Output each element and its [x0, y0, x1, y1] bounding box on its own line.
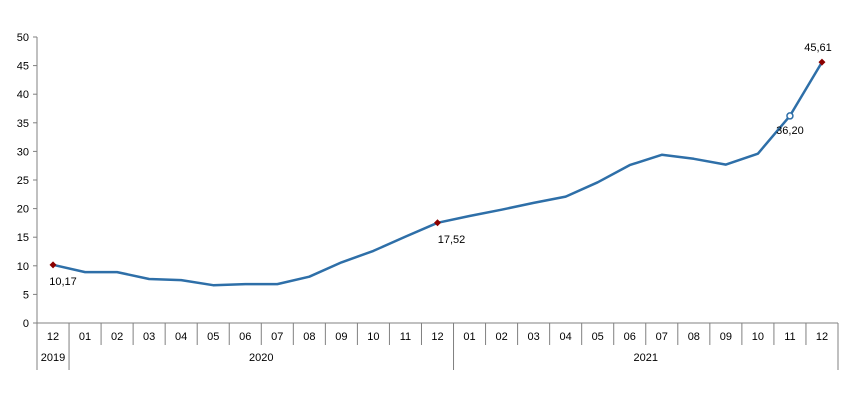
- x-tick-label: 06: [239, 331, 251, 343]
- x-tick-label: 11: [784, 331, 795, 343]
- x-tick-label: 05: [207, 331, 219, 343]
- x-tick-label: 02: [495, 331, 507, 343]
- y-tick-label: 20: [17, 204, 29, 216]
- y-tick-label: 15: [17, 232, 29, 244]
- data-point-circle-marker: [786, 112, 794, 120]
- y-tick-label: 40: [17, 89, 29, 101]
- x-tick-label: 11: [400, 331, 411, 343]
- x-tick-label: 07: [271, 331, 283, 343]
- x-tick-label: 01: [79, 331, 91, 343]
- y-tick-label: 45: [17, 61, 29, 73]
- x-tick-label: 01: [463, 331, 475, 343]
- x-tick-label: 04: [175, 331, 187, 343]
- x-tick-label: 12: [47, 331, 59, 343]
- x-tick-label: 08: [688, 331, 700, 343]
- x-tick-label: 09: [335, 331, 347, 343]
- y-axis-ticks: 0 5 10 15 20 25 30 35 40 45 50: [17, 32, 37, 330]
- y-tick-label: 50: [17, 32, 29, 44]
- x-tick-label: 09: [720, 331, 732, 343]
- y-tick-label: 10: [17, 261, 29, 273]
- data-point-diamond-marker: [818, 58, 826, 66]
- y-tick-label: 5: [23, 289, 29, 301]
- data-label: 45,61: [804, 42, 832, 54]
- data-label: 17,52: [438, 234, 466, 246]
- x-tick-label: 12: [431, 331, 443, 343]
- x-tick-label: 07: [656, 331, 668, 343]
- x-tick-label: 08: [303, 331, 315, 343]
- x-tick-label: 06: [624, 331, 636, 343]
- point-markers: [49, 58, 826, 269]
- data-label: 36,20: [776, 125, 804, 137]
- y-tick-label: 0: [23, 318, 29, 330]
- x-tick-label: 03: [143, 331, 155, 343]
- x-tick-label: 04: [560, 331, 572, 343]
- data-point-diamond-marker: [434, 219, 441, 227]
- data-label: 10,17: [49, 276, 77, 288]
- x-tick-label: 10: [367, 331, 379, 343]
- y-tick-label: 35: [17, 118, 29, 130]
- series-line: [52, 61, 824, 287]
- series-line-path: [52, 61, 824, 287]
- data-point-diamond-marker: [49, 261, 57, 269]
- year-label: 2019: [41, 352, 65, 364]
- year-label: 2020: [249, 352, 273, 364]
- x-axis-ticks: 12 01 02 03 04 05 06 07 08 09 10 11 12 01 02 03 04 05 06 07…: [36, 323, 839, 345]
- y-tick-label: 30: [17, 146, 29, 158]
- x-tick-label: 05: [592, 331, 604, 343]
- x-tick-label: 12: [816, 331, 828, 343]
- x-tick-label: 03: [527, 331, 539, 343]
- x-tick-label: 10: [752, 331, 764, 343]
- year-label: 2021: [634, 352, 658, 364]
- y-tick-label: 25: [17, 175, 29, 187]
- x-tick-label: 02: [111, 331, 123, 343]
- data-labels: 10,17 17,52 36,20 45,61: [49, 42, 831, 288]
- year-group-labels: 2019 2020 2021: [36, 345, 839, 370]
